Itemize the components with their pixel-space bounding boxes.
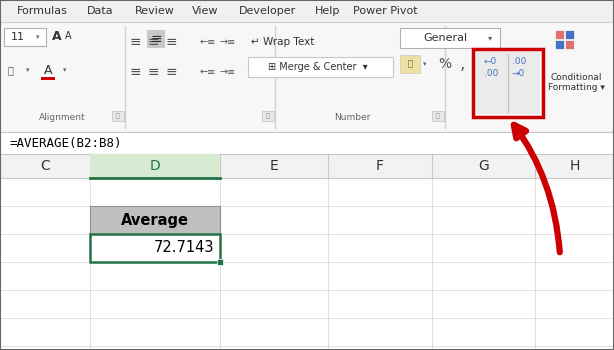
Bar	[112, 111, 124, 121]
Text: →0: →0	[512, 70, 525, 78]
Bar	[565, 40, 574, 49]
Text: A: A	[52, 29, 61, 42]
Bar	[565, 30, 574, 39]
Text: ≡: ≡	[147, 35, 159, 49]
Bar	[0, 154, 614, 178]
Text: ⌗: ⌗	[266, 113, 270, 119]
Text: ←≡: ←≡	[200, 67, 216, 77]
Bar	[262, 111, 274, 121]
Text: 📊: 📊	[408, 60, 413, 69]
Text: C: C	[40, 159, 50, 173]
Bar	[4, 28, 46, 46]
Text: Help: Help	[316, 6, 341, 16]
Text: Formatting ▾: Formatting ▾	[548, 83, 604, 91]
Text: 11: 11	[11, 32, 25, 42]
Text: ↵ Wrap Text: ↵ Wrap Text	[251, 37, 315, 47]
Bar	[432, 111, 444, 121]
Bar	[0, 154, 614, 350]
Bar	[147, 30, 165, 48]
Bar	[476, 52, 540, 114]
Text: ⌗: ⌗	[436, 113, 440, 119]
Text: →≡: →≡	[220, 67, 236, 77]
Bar	[0, 0, 614, 22]
Bar	[0, 132, 614, 154]
Text: ⊞ Merge & Center  ▾: ⊞ Merge & Center ▾	[268, 62, 368, 72]
Text: Alignment: Alignment	[39, 113, 85, 122]
Text: A: A	[65, 31, 72, 41]
Text: Data: Data	[87, 6, 114, 16]
Bar	[90, 234, 220, 262]
Text: ▾: ▾	[488, 34, 492, 42]
Bar	[400, 55, 420, 73]
Text: ←≡: ←≡	[200, 37, 216, 47]
Text: .00: .00	[484, 70, 499, 78]
Bar	[400, 28, 500, 48]
Text: ▾: ▾	[423, 61, 427, 67]
Text: Review: Review	[135, 6, 175, 16]
Bar	[41, 77, 55, 80]
Text: G: G	[478, 159, 489, 173]
Text: F: F	[376, 159, 384, 173]
Text: =AVERAGE(B2:B8): =AVERAGE(B2:B8)	[10, 136, 123, 149]
Text: →≡: →≡	[220, 37, 236, 47]
Text: ≡: ≡	[165, 65, 177, 79]
Bar	[0, 0, 614, 132]
Text: ▾: ▾	[36, 34, 40, 40]
Text: 🪣: 🪣	[8, 65, 14, 75]
Text: Power Pivot: Power Pivot	[352, 6, 418, 16]
Text: D: D	[150, 159, 160, 173]
Bar	[0, 22, 614, 132]
Text: ≡: ≡	[129, 65, 141, 79]
Text: ≡: ≡	[165, 35, 177, 49]
Text: General: General	[423, 33, 467, 43]
Text: 72.7143: 72.7143	[154, 240, 214, 256]
Bar	[555, 30, 564, 39]
Bar	[90, 206, 220, 234]
Text: %: %	[438, 57, 451, 71]
Text: E: E	[270, 159, 278, 173]
Text: ←0: ←0	[484, 57, 497, 66]
Text: ≡: ≡	[147, 65, 159, 79]
Text: Number: Number	[334, 113, 370, 122]
Text: .00: .00	[512, 57, 526, 66]
Bar	[248, 57, 393, 77]
Bar	[555, 40, 564, 49]
Text: H: H	[569, 159, 580, 173]
Text: ≡: ≡	[150, 32, 162, 46]
Text: Average: Average	[121, 212, 189, 228]
Text: ▾: ▾	[63, 67, 67, 73]
Bar	[565, 30, 574, 39]
Text: A: A	[44, 63, 52, 77]
Text: View: View	[192, 6, 218, 16]
Text: ⌗: ⌗	[116, 113, 120, 119]
Bar	[90, 154, 220, 178]
Text: ▾: ▾	[26, 67, 29, 73]
Text: ,: ,	[459, 55, 465, 73]
Bar	[217, 259, 223, 265]
Text: Conditional: Conditional	[550, 74, 602, 83]
Text: ≡: ≡	[129, 35, 141, 49]
Text: Formulas: Formulas	[17, 6, 68, 16]
Bar	[473, 49, 543, 117]
Text: Developer: Developer	[239, 6, 297, 16]
